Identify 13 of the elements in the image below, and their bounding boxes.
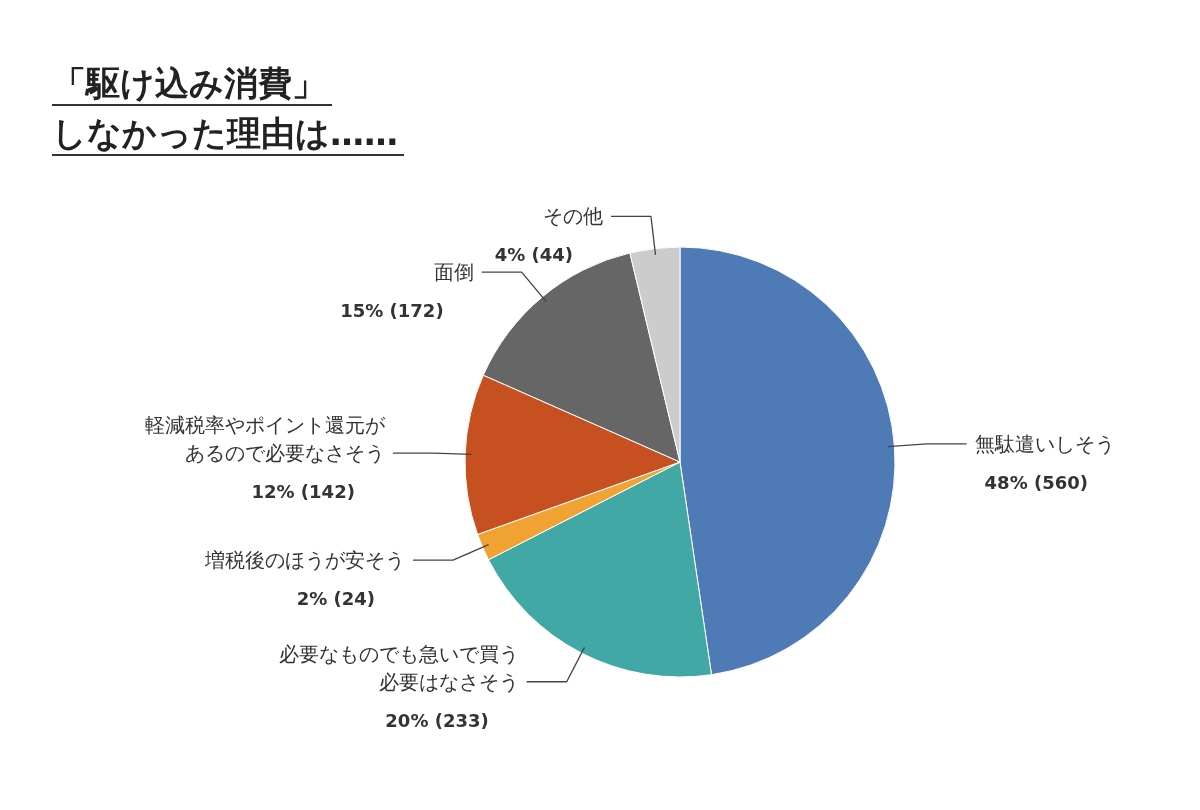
data-label: 12% (142) <box>251 481 355 503</box>
slice-label: 必要なものでも急いで買う必要はなさそう <box>278 641 519 694</box>
slice-label: 軽減税率やポイント還元があるので必要なさそう <box>144 413 386 466</box>
slice-label: 増税後のほうが安そう <box>204 548 406 573</box>
data-label: 20% (233) <box>385 709 489 731</box>
chart-title: 「駆け込み消費」しなかった理由は…… <box>52 63 398 153</box>
data-label: 48% (560) <box>984 471 1088 493</box>
slice-label: 面倒 <box>433 260 474 285</box>
slice-label: 無駄遣いしそう <box>974 431 1115 456</box>
data-label: 4% (44) <box>494 244 573 266</box>
data-label: 2% (24) <box>296 588 376 610</box>
data-label: 15% (172) <box>340 300 444 322</box>
slice-label: その他 <box>542 204 603 229</box>
